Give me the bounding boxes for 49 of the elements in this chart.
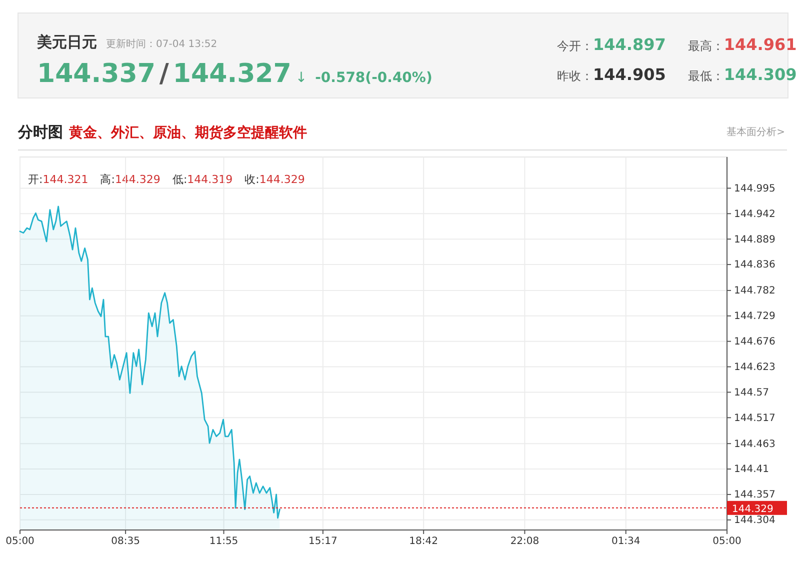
y-tick-label: 144.304 <box>734 515 776 526</box>
text: 144.337 <box>37 59 156 89</box>
x-tick-label: 22:08 <box>510 536 540 548</box>
y-tick-label: 144.463 <box>734 438 776 450</box>
chart-subtitle: 更新时间：07-04 13:52 <box>106 38 218 50</box>
x-tick-label: 05:00 <box>6 536 34 548</box>
y-tick-label: 144.623 <box>734 362 776 373</box>
y-tick-label: 144.41 <box>734 464 769 476</box>
text: / <box>159 59 170 89</box>
y-tick-label: 144.836 <box>734 260 776 271</box>
text: 昨收： <box>557 69 593 83</box>
text: 144.905 <box>593 65 666 84</box>
y-tick-label: 144.57 <box>734 387 769 398</box>
annotation: 收: <box>244 173 260 186</box>
annotation: 低: <box>172 173 188 186</box>
annotation: 高: <box>100 173 115 186</box>
y-tick-label: 144.729 <box>734 311 776 322</box>
text: 144.897 <box>593 35 666 54</box>
text: 黄金、外汇、原油、期货多空提醒软件 <box>68 124 307 141</box>
text: 今开： <box>557 39 593 53</box>
annotation: 144.319 <box>187 173 233 186</box>
x-tick-label: 18:42 <box>409 536 438 548</box>
text: 最低： <box>688 69 724 83</box>
annotation: 144.329 <box>259 173 305 186</box>
y-tick-label: 144.517 <box>734 412 776 424</box>
y-tick-label: 144.676 <box>734 336 776 348</box>
text: 144.327 <box>172 59 292 89</box>
x-tick-label: 08:35 <box>111 536 140 548</box>
text: 基本面分析> <box>726 126 785 138</box>
x-tick-label: 05:00 <box>712 536 742 548</box>
y-tick-label: 144.889 <box>734 234 776 246</box>
text: ↓ <box>295 70 308 86</box>
text: 144.961 <box>724 35 797 54</box>
chart-title: 美元日元 <box>36 33 97 51</box>
y-tick-label: 144.357 <box>734 490 776 501</box>
text: -0.578(-0.40%) <box>315 70 432 86</box>
x-tick-label: 15:17 <box>308 536 338 548</box>
y-tick-label: 144.942 <box>734 208 776 220</box>
text: 最高： <box>688 39 724 53</box>
text: 分时图 <box>17 123 63 141</box>
annotation: 144.329 <box>114 173 160 186</box>
x-tick-label: 01:34 <box>611 536 640 548</box>
annotation: 144.321 <box>42 173 88 186</box>
ref-line-label: 144.329 <box>732 504 774 515</box>
y-tick-label: 144.782 <box>734 286 776 297</box>
text: 144.309 <box>724 65 797 84</box>
y-tick-label: 144.995 <box>734 183 776 194</box>
annotation: 开: <box>28 173 43 186</box>
x-tick-label: 11:55 <box>209 536 238 548</box>
